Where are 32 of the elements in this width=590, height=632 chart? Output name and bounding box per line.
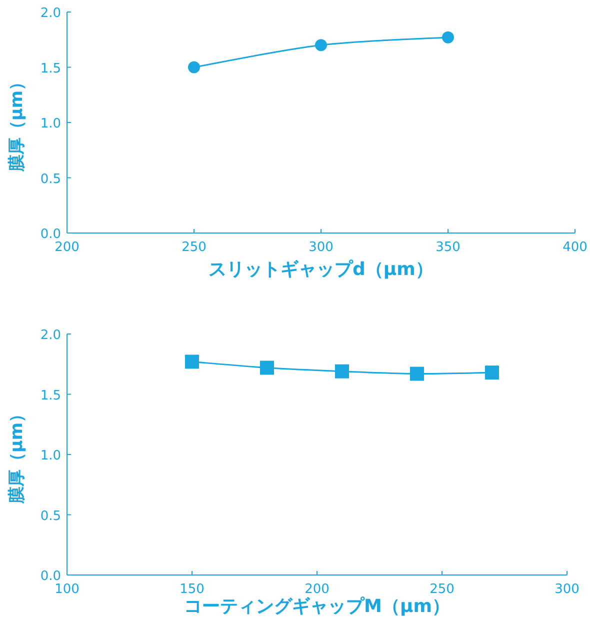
x-tick-label: 150 bbox=[180, 582, 204, 597]
y-axis-title: 膜厚（μm） bbox=[7, 405, 27, 505]
y-tick-label: 2.0 bbox=[40, 6, 61, 21]
y-tick-label: 0.5 bbox=[40, 172, 61, 187]
x-tick-label: 300 bbox=[308, 240, 334, 255]
y-tick-label: 1.5 bbox=[40, 388, 61, 404]
x-tick-label: 100 bbox=[54, 582, 80, 597]
x-tick-label: 200 bbox=[54, 240, 80, 255]
x-axis-title: コーティングギャップM（μm） bbox=[184, 596, 450, 617]
y-tick-label: 1.0 bbox=[40, 448, 61, 464]
x-axis-title: スリットギャップd（μm） bbox=[208, 259, 434, 280]
point bbox=[442, 31, 454, 44]
y-tick-label: 0.5 bbox=[40, 508, 61, 524]
x-tick-label: 200 bbox=[304, 582, 330, 597]
point bbox=[410, 366, 424, 381]
x-tick-label: 400 bbox=[562, 240, 588, 255]
y-tick-label: 0.0 bbox=[40, 227, 61, 242]
point bbox=[260, 360, 274, 375]
point bbox=[185, 354, 199, 369]
x-tick-label: 250 bbox=[182, 240, 206, 255]
x-tick-label: 350 bbox=[436, 240, 460, 255]
point bbox=[188, 61, 200, 74]
point bbox=[315, 39, 327, 52]
y-tick-label: 2.0 bbox=[40, 328, 61, 343]
x-tick-label: 300 bbox=[554, 582, 580, 597]
y-tick-label: 0.0 bbox=[40, 569, 61, 584]
y-axis-title: 膜厚（μm） bbox=[7, 73, 27, 173]
x-tick-label: 250 bbox=[430, 582, 454, 597]
y-tick-label: 1.0 bbox=[40, 116, 61, 132]
point bbox=[485, 366, 499, 380]
point bbox=[335, 364, 349, 378]
y-tick-label: 1.5 bbox=[40, 61, 61, 76]
